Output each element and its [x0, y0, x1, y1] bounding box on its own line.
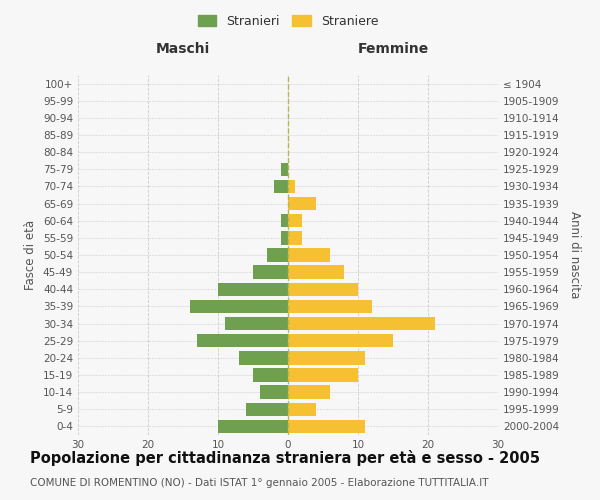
Bar: [281, 162, 288, 176]
Bar: [225, 317, 288, 330]
Y-axis label: Fasce di età: Fasce di età: [25, 220, 37, 290]
Bar: [239, 351, 288, 364]
Bar: [288, 317, 435, 330]
Bar: [288, 180, 295, 193]
Bar: [288, 368, 358, 382]
Bar: [246, 402, 288, 416]
Bar: [288, 248, 330, 262]
Legend: Stranieri, Straniere: Stranieri, Straniere: [194, 11, 382, 32]
Bar: [253, 368, 288, 382]
Bar: [218, 282, 288, 296]
Bar: [197, 334, 288, 347]
Bar: [253, 266, 288, 279]
Y-axis label: Anni di nascita: Anni di nascita: [568, 212, 581, 298]
Bar: [288, 214, 302, 228]
Text: Popolazione per cittadinanza straniera per età e sesso - 2005: Popolazione per cittadinanza straniera p…: [30, 450, 540, 466]
Text: Maschi: Maschi: [156, 42, 210, 56]
Bar: [288, 282, 358, 296]
Bar: [288, 266, 344, 279]
Bar: [288, 334, 393, 347]
Bar: [288, 402, 316, 416]
Bar: [218, 420, 288, 433]
Bar: [281, 231, 288, 244]
Bar: [260, 386, 288, 399]
Bar: [288, 420, 365, 433]
Text: COMUNE DI ROMENTINO (NO) - Dati ISTAT 1° gennaio 2005 - Elaborazione TUTTITALIA.: COMUNE DI ROMENTINO (NO) - Dati ISTAT 1°…: [30, 478, 488, 488]
Bar: [288, 351, 365, 364]
Bar: [288, 386, 330, 399]
Bar: [190, 300, 288, 313]
Bar: [281, 214, 288, 228]
Bar: [288, 300, 372, 313]
Bar: [274, 180, 288, 193]
Bar: [288, 231, 302, 244]
Text: Femmine: Femmine: [358, 42, 428, 56]
Bar: [288, 197, 316, 210]
Bar: [267, 248, 288, 262]
